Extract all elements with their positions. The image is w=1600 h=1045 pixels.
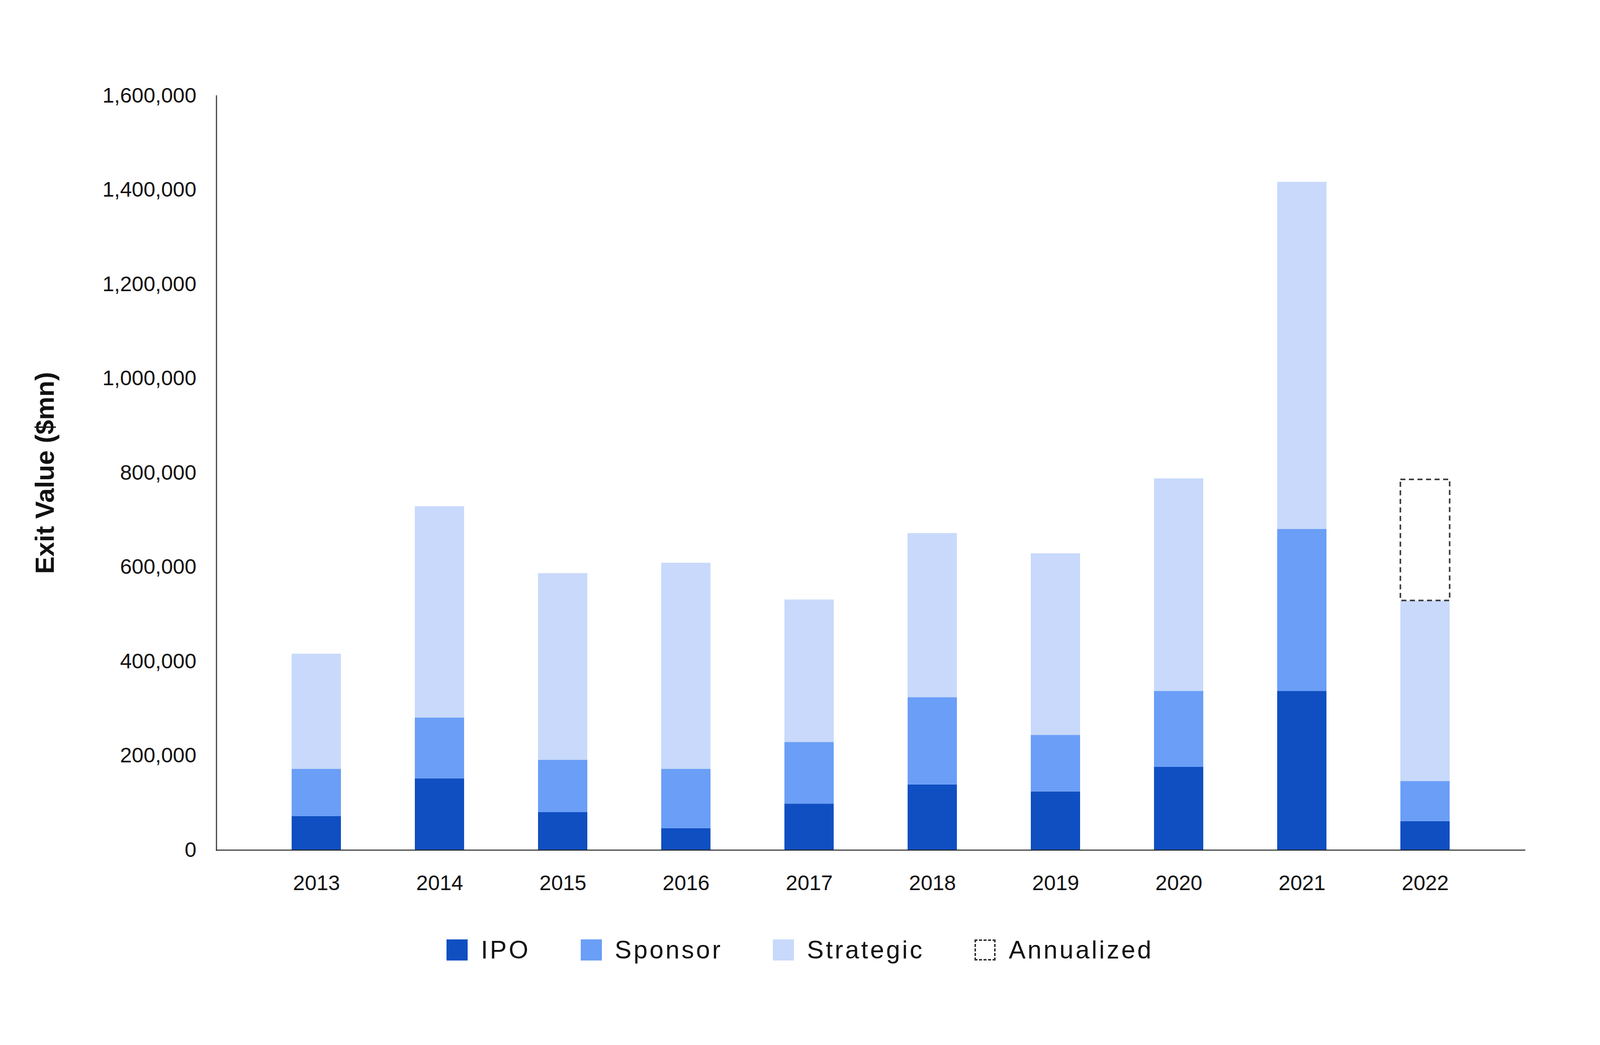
html-text:Annualized: Annualized [1008, 935, 1154, 964]
svg-text:200,000: 200,000 [120, 743, 197, 767]
svg-text:2018: 2018 [909, 870, 956, 895]
html-text:Strategic: Strategic [806, 935, 925, 964]
svg-text:400,000: 400,000 [120, 649, 197, 673]
svg-text:600,000: 600,000 [120, 554, 197, 579]
svg-text:2013: 2013 [293, 870, 340, 895]
svg-text:1,400,000: 1,400,000 [102, 177, 197, 202]
svg-text:1,600,000: 1,600,000 [102, 83, 197, 108]
html-text:IPO: IPO [480, 935, 531, 964]
svg-text:2020: 2020 [1155, 870, 1203, 895]
svg-text:1,200,000: 1,200,000 [102, 272, 197, 296]
svg-text:800,000: 800,000 [120, 460, 197, 485]
html-text:Sponsor: Sponsor [614, 935, 723, 964]
svg-text:2022: 2022 [1401, 870, 1449, 895]
svg-text:2019: 2019 [1032, 870, 1080, 895]
svg-text:Exit Value ($mn): Exit Value ($mn) [30, 372, 60, 575]
svg-text:1,000,000: 1,000,000 [102, 366, 197, 390]
svg-text:2015: 2015 [539, 870, 587, 895]
svg-text:0: 0 [184, 837, 197, 862]
svg-text:2014: 2014 [416, 870, 464, 895]
svg-text:2021: 2021 [1278, 870, 1326, 895]
svg-text:2017: 2017 [785, 870, 833, 895]
svg-text:2016: 2016 [662, 870, 710, 895]
